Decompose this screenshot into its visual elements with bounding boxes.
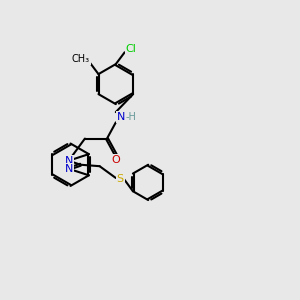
Text: O: O — [111, 155, 120, 165]
Text: S: S — [117, 174, 124, 184]
Text: N: N — [64, 164, 73, 174]
Text: N: N — [117, 112, 125, 122]
Text: -H: -H — [126, 112, 136, 122]
Text: N: N — [64, 156, 73, 166]
Text: Cl: Cl — [126, 44, 136, 54]
Text: CH₃: CH₃ — [72, 54, 90, 64]
